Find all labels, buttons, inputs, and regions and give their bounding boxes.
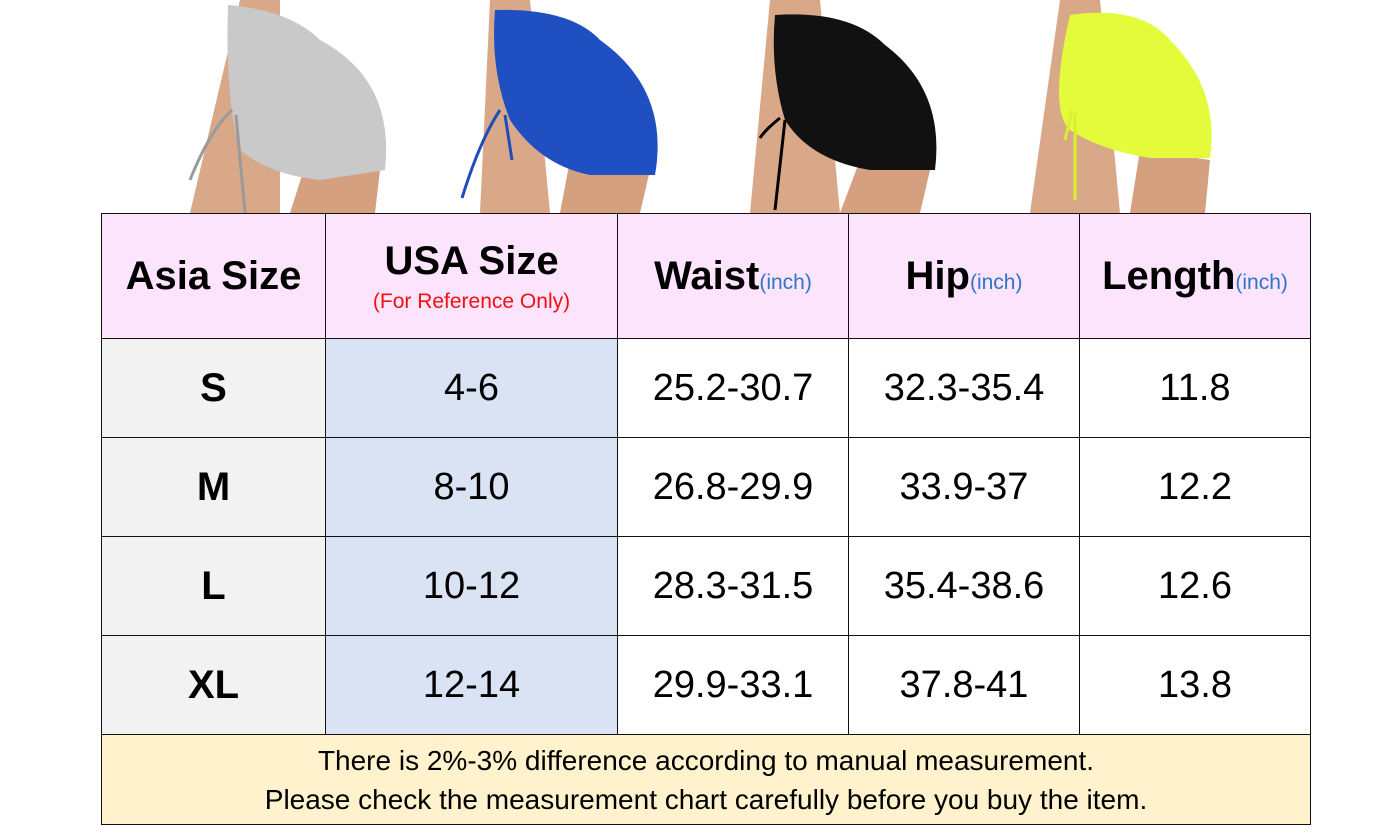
drawstring [460, 109, 514, 199]
note-row: There is 2%-3% difference according to m… [101, 734, 1311, 825]
header-row: Asia Size USA Size (For Reference Only) Wai… [101, 213, 1311, 339]
drawstring [758, 116, 787, 211]
shorts-body [494, 9, 658, 175]
header-note: (For Reference Only) [372, 289, 571, 313]
note-line: There is 2%-3% difference according to m… [317, 744, 1095, 776]
cell-waist: 28.3-31.5 [617, 536, 849, 636]
table-row: XL 12-14 29.9-33.1 37.8-41 13.8 [101, 635, 1311, 735]
header-asia-size: Asia Size [101, 213, 326, 339]
table-row: M 8-10 26.8-29.9 33.9-37 12.2 [101, 437, 1311, 537]
cell-waist: 25.2-30.7 [617, 338, 849, 438]
cell-hip: 32.3-35.4 [848, 338, 1080, 438]
table-row: L 10-12 28.3-31.5 35.4-38.6 12.6 [101, 536, 1311, 636]
cell-length: 12.6 [1079, 536, 1311, 636]
cell-hip: 35.4-38.6 [848, 536, 1080, 636]
drawstring [1063, 109, 1077, 200]
shorts-body [227, 5, 387, 180]
header-label: Asia Size [125, 253, 302, 298]
header-label: Length [1102, 253, 1236, 298]
cell-length: 13.8 [1079, 635, 1311, 735]
header-unit: (inch) [759, 270, 812, 294]
cell-length: 12.2 [1079, 437, 1311, 537]
neon-yellow-shorts-photo [1030, 0, 1212, 213]
product-photos [0, 0, 1400, 213]
cell-asia-size: L [101, 536, 326, 636]
header-label: Hip [905, 253, 970, 298]
cell-usa-size: 10-12 [325, 536, 618, 636]
cell-asia-size: XL [101, 635, 326, 735]
cell-hip: 33.9-37 [848, 437, 1080, 537]
header-label: USA Size [384, 238, 559, 283]
cell-usa-size: 12-14 [325, 635, 618, 735]
cell-length: 11.8 [1079, 338, 1311, 438]
cell-asia-size: S [101, 338, 326, 438]
blue-shorts-photo [460, 0, 658, 213]
cell-usa-size: 8-10 [325, 437, 618, 537]
black-shorts-photo [750, 0, 937, 213]
cell-waist: 26.8-29.9 [617, 437, 849, 537]
drawstring [188, 108, 247, 213]
measurement-note: There is 2%-3% difference according to m… [101, 734, 1311, 825]
cell-waist: 29.9-33.1 [617, 635, 849, 735]
header-unit: (inch) [969, 270, 1023, 294]
shorts-body [773, 14, 937, 170]
cell-hip: 37.8-41 [848, 635, 1080, 735]
gray-shorts-photo [188, 0, 387, 213]
header-waist: Waist(inch) [617, 213, 849, 339]
header-length: Length(inch) [1079, 213, 1311, 339]
header-label: Waist [654, 253, 760, 298]
table-row: S 4-6 25.2-30.7 32.3-35.4 11.8 [101, 338, 1311, 438]
header-unit: (inch) [1235, 270, 1288, 294]
note-line: Please check the measurement chart caref… [264, 783, 1148, 815]
cell-asia-size: M [101, 437, 326, 537]
header-usa-size: USA Size (For Reference Only) [325, 213, 618, 339]
header-hip: Hip(inch) [848, 213, 1080, 339]
shorts-body [1059, 12, 1212, 159]
cell-usa-size: 4-6 [325, 338, 618, 438]
size-chart-table: Asia Size USA Size (For Reference Only) Wai… [101, 213, 1311, 825]
